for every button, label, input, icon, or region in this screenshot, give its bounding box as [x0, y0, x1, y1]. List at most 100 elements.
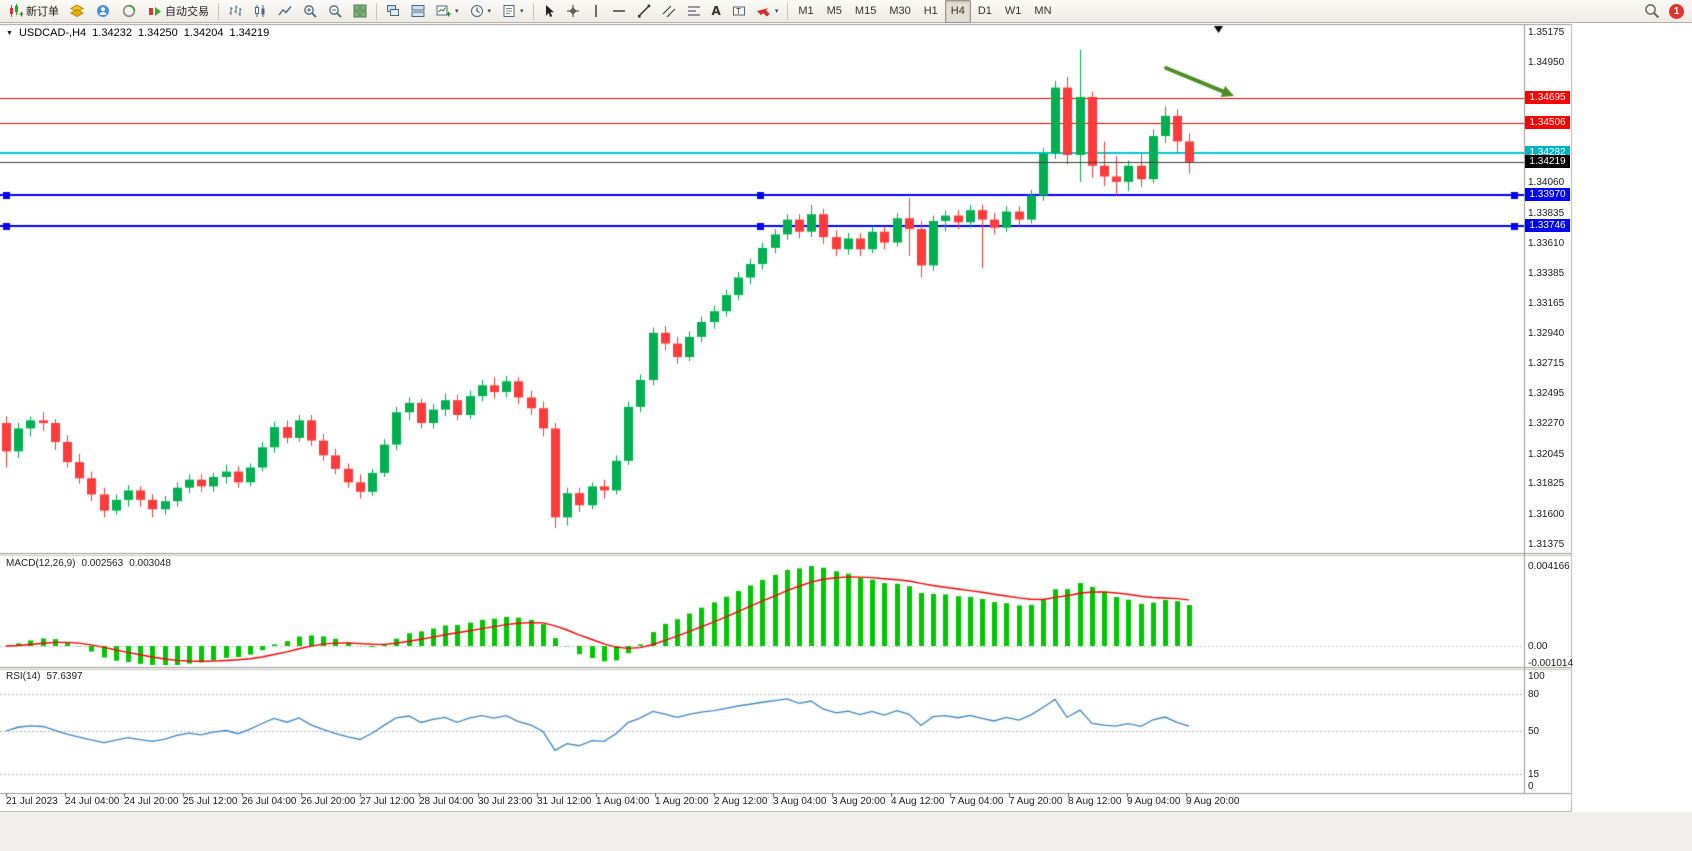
rsi-axis-label: 50: [1528, 726, 1540, 737]
rsi-axis-label: 80: [1528, 689, 1540, 700]
chart-open-value: 1.34232: [92, 27, 132, 39]
toolbar-right-group: 1: [1644, 3, 1689, 19]
arrows-tool-button[interactable]: ▾: [752, 0, 784, 23]
zoom-in-button[interactable]: [298, 0, 322, 23]
svg-text:+: +: [446, 9, 451, 18]
new-chart-button[interactable]: + ▾: [431, 0, 464, 23]
timeframe-button-m30[interactable]: M30: [889, 5, 911, 17]
time-axis-label: 1 Aug 20:00: [655, 796, 709, 807]
macd-axis-label: 0.00: [1528, 641, 1548, 652]
toolbar-separator: [787, 2, 789, 20]
crosshair-tool-button[interactable]: [561, 0, 585, 23]
time-axis-label: 26 Jul 04:00: [242, 796, 297, 807]
text-tool-button[interactable]: A: [707, 0, 726, 23]
time-axis-label: 9 Aug 04:00: [1127, 796, 1181, 807]
tile-horizontal-icon: [411, 4, 425, 18]
time-axis-label: 7 Aug 20:00: [1009, 796, 1063, 807]
macd-axis-label: 0.004166: [1528, 561, 1570, 572]
tile-windows-icon: [353, 4, 367, 18]
vertical-line-tool-button[interactable]: [586, 0, 606, 23]
horizontal-line-icon: [612, 4, 626, 18]
time-axis-label: 4 Aug 12:00: [891, 796, 945, 807]
tile-horizontal-button[interactable]: [406, 0, 430, 23]
template-icon: [502, 4, 516, 18]
clock-icon: [470, 4, 484, 18]
timeframe-button-d1[interactable]: D1: [977, 5, 992, 17]
timeframe-button-m5[interactable]: M5: [826, 5, 842, 17]
price-axis-label: 1.31600: [1528, 509, 1565, 520]
fibonacci-tool-button[interactable]: [682, 0, 706, 23]
time-axis-label: 2 Aug 12:00: [714, 796, 768, 807]
rsi-axis-label: 0: [1528, 781, 1534, 792]
chevron-down-icon: ▾: [774, 8, 779, 15]
time-axis-label: 28 Jul 04:00: [419, 796, 474, 807]
timeframe-button-h4[interactable]: H4: [944, 0, 971, 23]
time-axis-label: 1 Aug 04:00: [596, 796, 650, 807]
current-price-tag: 1.34219: [1525, 155, 1570, 168]
zoom-out-button[interactable]: [323, 0, 347, 23]
timeframe-button-mn[interactable]: MN: [1034, 5, 1052, 17]
macd-signal-value: 0.003048: [129, 558, 171, 569]
search-icon[interactable]: [1644, 3, 1660, 19]
price-axis-label: 1.34060: [1528, 177, 1565, 188]
time-axis-label: 31 Jul 12:00: [537, 796, 592, 807]
price-axis-label: 1.35175: [1528, 27, 1565, 38]
market-watch-button[interactable]: [65, 0, 90, 23]
rsi-axis-label: 100: [1528, 671, 1545, 682]
time-axis-label: 3 Aug 20:00: [832, 796, 886, 807]
svg-text:T: T: [736, 7, 741, 16]
trendline-icon: [637, 4, 651, 18]
chevron-down-icon: ▾: [455, 8, 459, 15]
trendline-tool-button[interactable]: [632, 0, 656, 23]
cascade-windows-button[interactable]: [381, 0, 405, 23]
bar-chart-icon: [228, 4, 242, 18]
svg-text:+: +: [19, 9, 23, 18]
new-order-button[interactable]: + 新订单: [3, 0, 64, 23]
profiles-icon: [96, 4, 111, 18]
profiles-button[interactable]: [91, 0, 116, 23]
refresh-circle-icon: [122, 4, 137, 18]
new-order-icon: +: [8, 4, 23, 18]
time-axis-label: 24 Jul 20:00: [124, 796, 179, 807]
horizontal-line-tool-button[interactable]: [607, 0, 631, 23]
macd-name: MACD(12,26,9): [6, 558, 76, 569]
auto-trading-button[interactable]: 自动交易: [143, 0, 214, 23]
price-axis-label: 1.33385: [1528, 268, 1565, 279]
time-axis-label: 9 Aug 20:00: [1186, 796, 1240, 807]
timeframe-button-m15[interactable]: M15: [854, 5, 877, 17]
new-order-label: 新订单: [26, 6, 59, 18]
macd-main-value: 0.002563: [81, 558, 124, 569]
timeframe-button-h1[interactable]: H1: [923, 5, 938, 17]
bar-chart-mode-button[interactable]: [223, 0, 247, 23]
timeframe-button-w1[interactable]: W1: [1004, 5, 1022, 17]
label-tool-button[interactable]: T: [727, 0, 751, 23]
chart-low-value: 1.34204: [183, 27, 224, 39]
text-label-icon: T: [732, 4, 746, 18]
notification-badge[interactable]: 1: [1669, 3, 1684, 19]
rsi-value: 57.6397: [46, 671, 83, 682]
market-watch-icon: [70, 4, 85, 18]
line-chart-mode-button[interactable]: [273, 0, 297, 23]
crosshair-icon: [566, 4, 580, 18]
tile-windows-button[interactable]: [348, 0, 372, 23]
auto-trading-icon: [148, 4, 162, 18]
price-axis-label: 1.32940: [1528, 328, 1565, 339]
strategy-tester-button[interactable]: [117, 0, 142, 23]
price-axis-label: 1.34950: [1528, 57, 1565, 68]
chart-title-bar: ▼ USDCAD-,H4 1.34232 1.34250 1.34204 1.3…: [6, 27, 269, 39]
candlestick-mode-button[interactable]: [248, 0, 272, 23]
channel-tool-button[interactable]: [657, 0, 681, 23]
fibonacci-icon: [687, 4, 701, 18]
toolbar-separator: [376, 2, 377, 20]
cursor-icon: [543, 4, 555, 18]
periods-button[interactable]: ▾: [465, 0, 497, 23]
timeframe-button-m1[interactable]: M1: [798, 5, 814, 17]
templates-button[interactable]: ▾: [497, 0, 529, 23]
candlestick-icon: [253, 4, 267, 18]
new-chart-icon: +: [436, 4, 451, 18]
arrow-shape-icon: [756, 4, 771, 18]
cursor-tool-button[interactable]: [538, 0, 560, 23]
symbol-dropdown-icon[interactable]: ▼: [6, 29, 13, 37]
